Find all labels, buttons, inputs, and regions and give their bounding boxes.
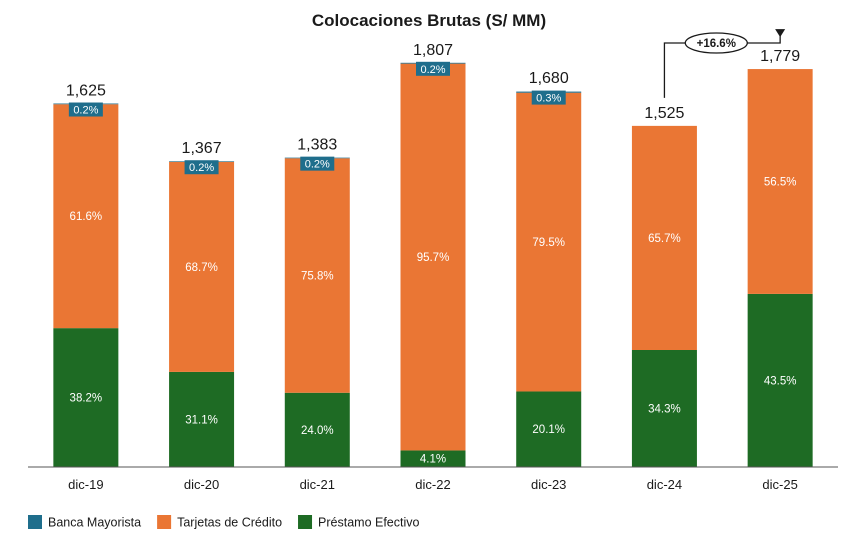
bar-segment-dic-25-0 — [747, 293, 813, 467]
bar-segment-dic-22-1 — [400, 63, 466, 451]
legend-label-banca-mayorista: Banca Mayorista — [48, 516, 141, 530]
total-label-dic-24: 1,525 — [644, 105, 684, 122]
segment-label-dic-23-0: 20.1% — [532, 424, 565, 436]
bar-segment-dic-19-0 — [53, 328, 119, 467]
small-segment-badge-dic-21 — [300, 156, 335, 171]
total-label-dic-23: 1,680 — [529, 70, 569, 87]
total-label-dic-22: 1,807 — [413, 42, 453, 59]
category-label-dic-20: dic-20 — [184, 477, 219, 492]
legend-label-pr-stamo-efectivo: Préstamo Efectivo — [318, 516, 419, 530]
segment-label-dic-20-0: 31.1% — [185, 414, 218, 426]
segment-label-dic-20-2: 0.2% — [189, 162, 214, 174]
arrow-head-icon — [775, 29, 786, 38]
bar-segment-dic-24-0 — [631, 349, 697, 467]
category-label-dic-23: dic-23 — [531, 477, 566, 492]
category-label-dic-19: dic-19 — [68, 477, 103, 492]
legend: Banca Mayorista Tarjetas de Crédito Présta… — [28, 515, 420, 530]
legend-swatch-tarjetas-de-cr-dito — [157, 515, 172, 529]
bar-segment-dic-22-0 — [400, 450, 466, 467]
small-segment-badge-dic-19 — [68, 102, 103, 117]
bars-group: 38.2% 61.6% 0.2% 1,625 dic-19 31.1% 68.7% 0.2% 1… — [53, 42, 813, 492]
segment-label-dic-20-1: 68.7% — [185, 262, 218, 274]
bar-segment-dic-20-0 — [169, 371, 235, 467]
total-label-dic-20: 1,367 — [182, 140, 222, 157]
bar-segment-dic-23-0 — [516, 391, 582, 467]
small-segment-badge-dic-20 — [184, 160, 219, 175]
chart-title: Colocaciones Brutas (S/ MM) — [312, 11, 546, 30]
segment-label-dic-21-2: 0.2% — [305, 159, 330, 171]
segment-label-dic-21-0: 24.0% — [301, 425, 334, 437]
bar-segment-dic-21-0 — [284, 392, 350, 467]
segment-label-dic-19-2: 0.2% — [73, 105, 98, 117]
small-segment-badge-dic-22 — [416, 61, 450, 76]
small-segment-badge-dic-23 — [531, 90, 566, 105]
segment-label-dic-25-0: 43.5% — [764, 375, 797, 387]
bar-segment-dic-25-1 — [747, 69, 813, 294]
segment-label-dic-23-1: 79.5% — [532, 237, 565, 249]
segment-label-dic-22-0: 4.1% — [420, 454, 446, 466]
total-label-dic-25: 1,779 — [760, 48, 800, 65]
category-label-dic-21: dic-21 — [300, 477, 335, 492]
segment-label-dic-21-1: 75.8% — [301, 271, 334, 283]
segment-label-dic-24-0: 34.3% — [648, 403, 681, 415]
growth-badge — [684, 32, 748, 54]
bar-segment-dic-21-1 — [284, 158, 350, 393]
segment-label-dic-19-0: 38.2% — [70, 393, 103, 405]
growth-label: +16.6% — [697, 38, 736, 50]
segment-label-dic-23-2: 0.3% — [536, 93, 561, 105]
category-label-dic-25: dic-25 — [762, 477, 797, 492]
total-label-dic-19: 1,625 — [66, 83, 106, 100]
segment-label-dic-22-1: 95.7% — [417, 252, 450, 264]
bar-segment-dic-24-1 — [631, 125, 697, 350]
bar-segment-dic-19-1 — [53, 104, 119, 329]
growth-annotation: +16.6% — [663, 29, 786, 98]
legend-label-tarjetas-de-cr-dito: Tarjetas de Crédito — [177, 516, 282, 530]
category-label-dic-22: dic-22 — [415, 477, 450, 492]
segment-label-dic-24-1: 65.7% — [648, 233, 681, 245]
bar-segment-dic-20-1 — [169, 161, 235, 372]
total-label-dic-21: 1,383 — [297, 137, 337, 154]
legend-swatch-pr-stamo-efectivo — [298, 515, 313, 529]
segment-label-dic-19-1: 61.6% — [70, 211, 103, 223]
category-label-dic-24: dic-24 — [647, 477, 682, 492]
segment-label-dic-25-1: 56.5% — [764, 176, 797, 188]
bar-segment-dic-23-1 — [516, 92, 582, 392]
segment-label-dic-22-2: 0.2% — [420, 64, 445, 76]
legend-swatch-banca-mayorista — [28, 515, 42, 529]
